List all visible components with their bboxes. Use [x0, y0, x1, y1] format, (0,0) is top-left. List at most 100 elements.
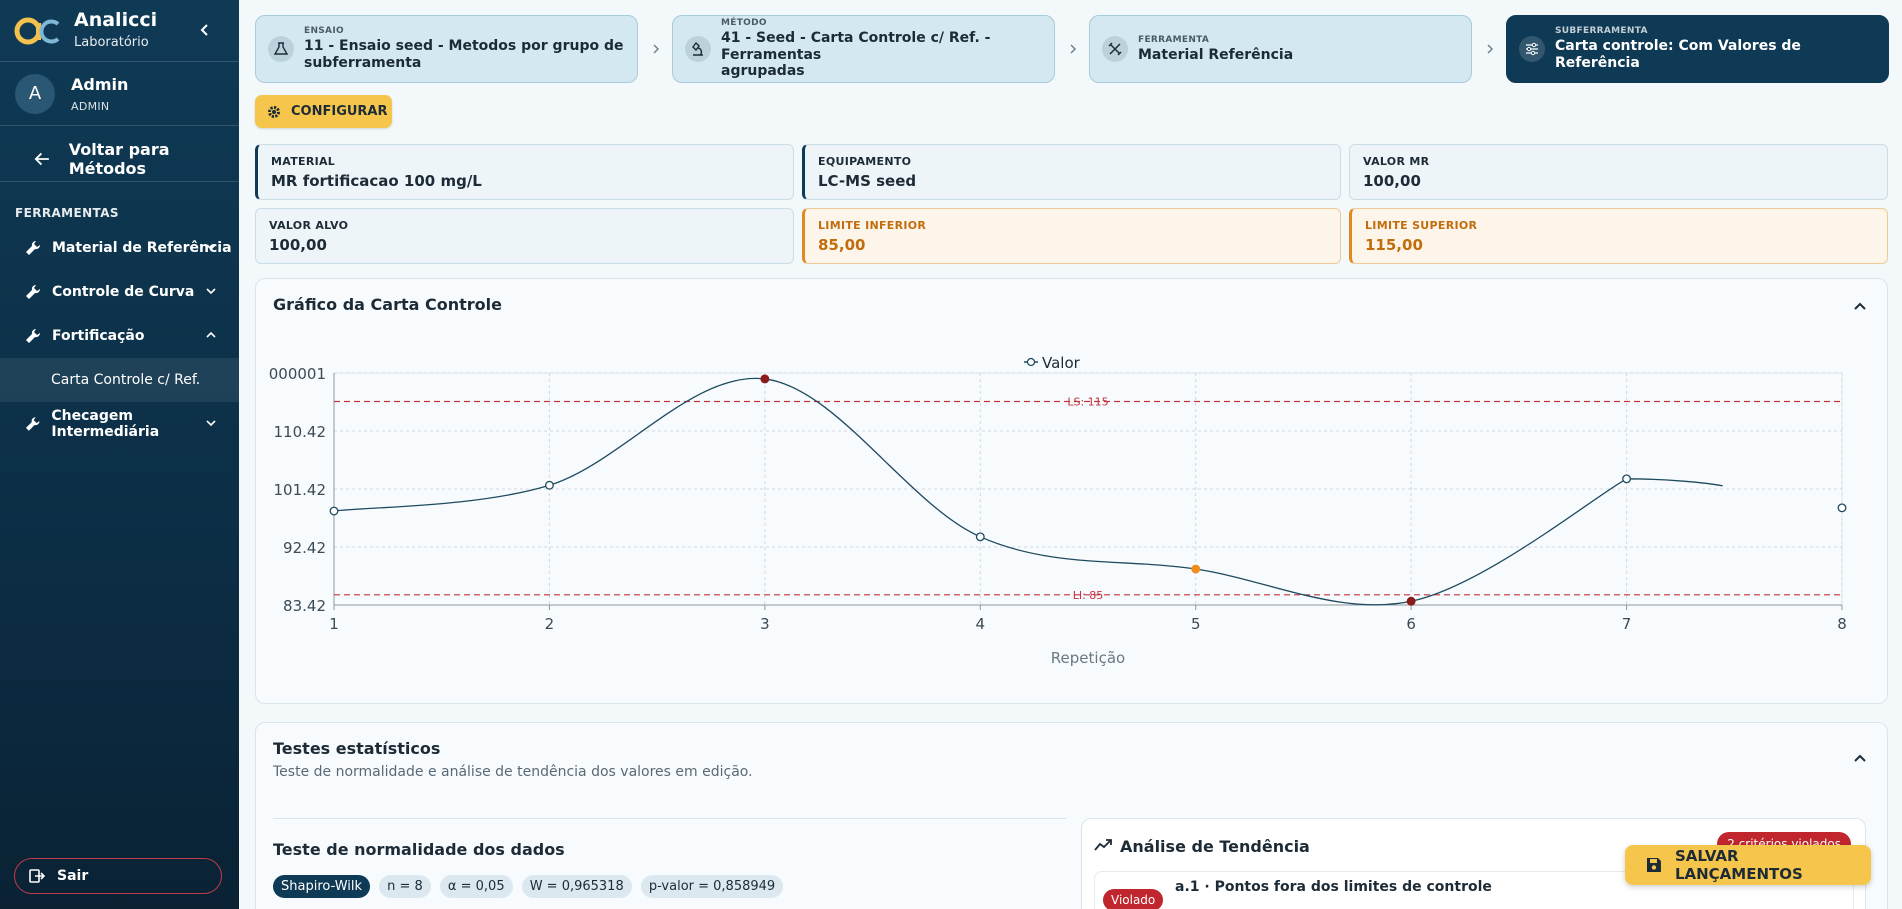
y-tick-label: 110.42 [274, 423, 327, 441]
info-material: MATERIAL MR fortificacao 100 mg/L [255, 144, 794, 200]
chart-card: Gráfico da Carta Controle 83.42 92.42 101.… [255, 278, 1888, 704]
step-ensaio[interactable]: ENSAIO 11 - Ensaio seed - Metodos por gr… [255, 15, 638, 83]
section-title: FERRAMENTAS [15, 206, 119, 220]
y-tick-label: 101.42 [274, 481, 327, 499]
limit-label: LI: 85 [1073, 589, 1104, 602]
control-chart: 83.42 92.42 101.42 110.42 000001 1 2 3 4 5 6 7 8 Repe… [269, 354, 1847, 667]
chevron-down-icon [206, 244, 216, 251]
arrow-left-icon [34, 152, 49, 165]
info-equipamento: EQUIPAMENTO LC-MS seed [802, 144, 1341, 200]
step-label: SUBFERRAMENTA [1555, 26, 1648, 37]
step-value: Carta controle: Com Valores de Referênci… [1555, 38, 1801, 71]
floppy-disk-icon [1646, 858, 1661, 872]
x-tick-label: 2 [545, 615, 555, 633]
sidebar: Analicci Laboratório A Admin ADMIN Volta… [0, 0, 239, 909]
brand: Analicci Laboratório [0, 0, 239, 62]
chevron-up-icon[interactable] [1853, 299, 1867, 313]
y-tick-label: 83.42 [283, 597, 326, 615]
divider [273, 818, 1066, 819]
data-point [1191, 564, 1201, 574]
data-point [1622, 474, 1632, 484]
info-label: LIMITE INFERIOR [818, 219, 927, 232]
save-entries-button[interactable]: SALVAR LANÇAMENTOS [1625, 845, 1871, 885]
data-point [760, 374, 770, 384]
trend-title: Análise de Tendência [1120, 837, 1310, 856]
sidebar-item-label: Controle de Curva [52, 284, 195, 300]
sidebar-item-checagem-intermediaria[interactable]: Checagem Intermediária [0, 402, 239, 446]
main-content: ENSAIO 11 - Ensaio seed - Metodos por gr… [255, 0, 1889, 909]
sliders-icon [1519, 36, 1545, 62]
chevron-right-icon [1487, 44, 1494, 54]
chevron-up-icon [206, 331, 216, 338]
step-ferramenta[interactable]: FERRAMENTA Material Referência [1089, 15, 1472, 83]
sidebar-item-controle-curva[interactable]: Controle de Curva [0, 270, 239, 314]
data-point [544, 480, 554, 490]
info-value: MR fortificacao 100 mg/L [271, 172, 482, 190]
logout-icon [29, 869, 45, 883]
user-profile: A Admin ADMIN [0, 62, 239, 126]
brand-name: Analicci [74, 9, 158, 32]
sidebar-subitem-carta-controle[interactable]: Carta Controle c/ Ref. [0, 358, 239, 402]
stats-card-title: Testes estatísticos [273, 739, 441, 758]
wrench-icon [26, 328, 41, 343]
x-tick-label: 4 [976, 615, 986, 633]
tools-icon [1102, 36, 1128, 62]
x-tick-label: 1 [329, 615, 339, 633]
step-label: FERRAMENTA [1138, 34, 1210, 45]
back-label: Voltar para Métodos [68, 139, 170, 178]
stats-card: Testes estatísticos Teste de normalidade… [255, 722, 1888, 909]
chevron-right-icon [1070, 44, 1077, 54]
info-limite-superior: LIMITE SUPERIOR 115,00 [1349, 208, 1888, 264]
wrench-icon [26, 284, 41, 299]
stat-badge: p-valor = 0,858949 [640, 875, 784, 898]
chart-card-title: Gráfico da Carta Controle [273, 295, 502, 314]
avatar: A [15, 73, 55, 114]
criterion-text: a.1 · Pontos fora dos limites de control… [1175, 879, 1492, 895]
logout-label: Sair [57, 868, 89, 884]
step-subferramenta[interactable]: SUBFERRAMENTA Carta controle: Com Valore… [1506, 15, 1889, 83]
sidebar-subitem-label: Carta Controle c/ Ref. [51, 372, 201, 388]
step-metodo[interactable]: MÉTODO 41 - Seed - Carta Controle c/ Ref… [672, 15, 1055, 83]
sidebar-item-material-referencia[interactable]: Material de Referência [0, 226, 239, 270]
data-point [1837, 503, 1847, 513]
trend-icon [1094, 839, 1112, 851]
wrench-icon [25, 417, 40, 431]
series-line [333, 377, 1723, 606]
save-label: SALVAR LANÇAMENTOS [1674, 847, 1803, 883]
chevron-left-icon[interactable] [197, 22, 213, 38]
chevron-up-icon[interactable] [1853, 751, 1867, 765]
x-tick-label: 5 [1191, 615, 1201, 633]
sidebar-item-label: Material de Referência [52, 240, 232, 256]
info-valor-alvo: VALOR ALVO 100,00 [255, 208, 794, 264]
info-value: LC-MS seed [818, 172, 917, 190]
configure-button[interactable]: CONFIGURAR [255, 95, 392, 128]
logout-button[interactable]: Sair [14, 858, 222, 894]
violated-badge: Violado [1103, 889, 1164, 909]
user-name: Admin [71, 74, 129, 94]
legend-label: Valor [1042, 354, 1081, 372]
info-value: 100,00 [1363, 172, 1421, 190]
x-tick-label: 7 [1622, 615, 1632, 633]
normality-title: Teste de normalidade dos dados [273, 840, 565, 859]
back-to-methods-link[interactable]: Voltar para Métodos [0, 136, 239, 182]
data-point [1406, 596, 1416, 606]
gear-icon [268, 105, 280, 118]
info-label: LIMITE SUPERIOR [1365, 219, 1478, 232]
sidebar-item-fortificacao[interactable]: Fortificação [0, 314, 239, 358]
stat-badge: n = 8 [379, 875, 431, 898]
limit-label: LS: 115 [1067, 395, 1108, 408]
data-point [975, 532, 985, 542]
sidebar-item-label: Checagem Intermediária [51, 408, 160, 440]
legend-marker [1026, 357, 1036, 367]
user-role: ADMIN [71, 99, 110, 113]
info-label: VALOR ALVO [269, 219, 349, 232]
x-tick-label: 6 [1406, 615, 1416, 633]
stat-badge: α = 0,05 [439, 875, 513, 898]
step-value: 11 - Ensaio seed - Metodos por grupo de s… [304, 38, 624, 71]
info-label: MATERIAL [271, 155, 336, 168]
x-tick-label: 8 [1837, 615, 1847, 633]
info-value: 115,00 [1365, 236, 1423, 254]
sidebar-item-label: Fortificação [52, 328, 145, 344]
info-label: VALOR MR [1363, 155, 1430, 168]
brand-logo [14, 13, 62, 49]
